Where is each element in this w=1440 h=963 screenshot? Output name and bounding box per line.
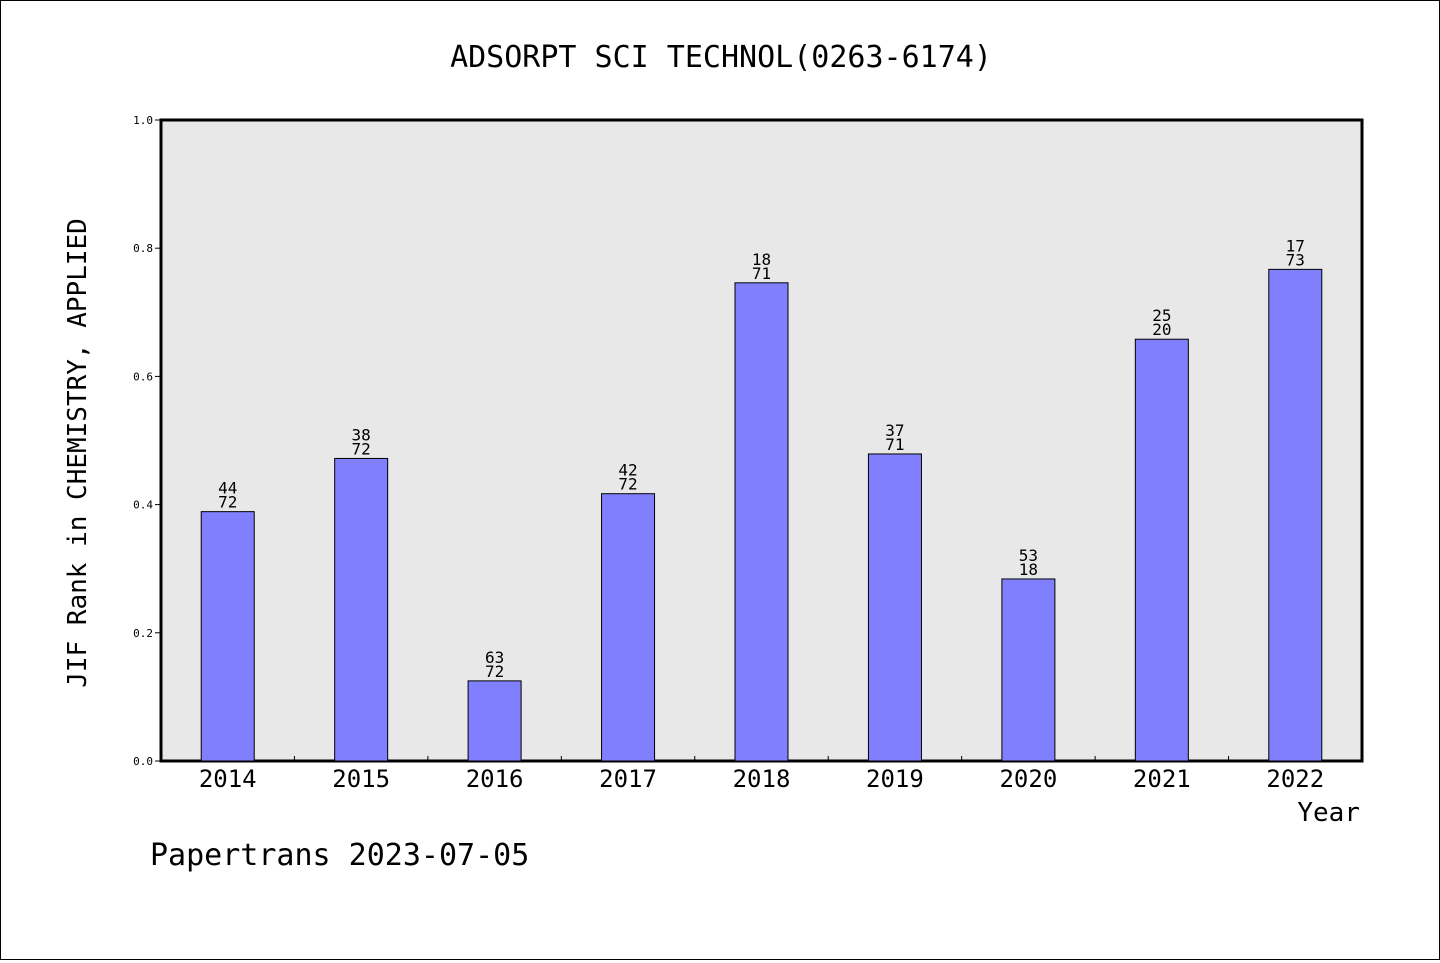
x-tick-label: 2016: [466, 765, 524, 793]
y-tick-label: 0.8: [133, 242, 153, 255]
bar-label-rank: 53: [1019, 546, 1038, 565]
bar-label-rank: 25: [1152, 306, 1171, 325]
x-tick-label: 2021: [1133, 765, 1191, 793]
bar-2016: [467, 680, 522, 762]
bar-2019: [867, 453, 922, 762]
chart-title: ADSORPT SCI TECHNOL(0263-6174): [450, 40, 992, 75]
y-tick-label: 0.4: [133, 499, 153, 512]
bar-label-rank: 18: [752, 250, 771, 269]
y-axis-label: JIF Rank in CHEMISTRY, APPLIED: [63, 218, 93, 688]
y-tick-label: 0.2: [133, 627, 153, 640]
y-tick-label: 0.6: [133, 370, 153, 383]
bar-label-total: 73: [1286, 250, 1305, 269]
bar-label-total: 72: [218, 493, 237, 512]
x-tick-label: 2022: [1266, 765, 1324, 793]
x-tick-label: 2015: [332, 765, 390, 793]
bar-label-total: 71: [885, 435, 904, 454]
bar-label-total: 18: [1019, 560, 1038, 579]
bar-2014: [200, 511, 255, 762]
x-tick-label: 2014: [199, 765, 257, 793]
bar-label-total: 72: [352, 439, 371, 458]
y-tick-label: 0.0: [133, 755, 153, 768]
x-tick-label: 2020: [999, 765, 1057, 793]
bar-label-total: 72: [485, 662, 504, 681]
bar-label-total: 72: [618, 475, 637, 494]
bar-2018: [734, 282, 789, 762]
y-tick-label: 1.0: [133, 114, 153, 127]
bar-2017: [601, 493, 656, 762]
x-tick-label: 2017: [599, 765, 657, 793]
bar-label-rank: 42: [618, 461, 637, 480]
x-axis-label: Year: [1297, 798, 1360, 828]
y-axis-ticks: 0.0 0.2 0.4 0.6 0.8 1.0: [133, 114, 161, 768]
bar-label-rank: 17: [1286, 236, 1305, 255]
bar-label-total: 20: [1152, 320, 1171, 339]
bar-2022: [1268, 268, 1323, 762]
bar-2020: [1001, 578, 1056, 762]
x-tick-label: 2019: [866, 765, 924, 793]
bar-label-rank: 63: [485, 648, 504, 667]
x-tick-label: 2018: [733, 765, 791, 793]
bar-2015: [334, 457, 389, 762]
bar-label-total: 71: [752, 264, 771, 283]
bar-label-rank: 44: [218, 479, 237, 498]
footer-source: Papertrans 2023-07-05: [150, 838, 529, 873]
bar-label-rank: 37: [885, 421, 904, 440]
bar-2021: [1134, 338, 1189, 762]
x-axis-ticks: 2014 2015 2016 2017 2018 2019 2020 2021 2022: [199, 756, 1324, 793]
bar-label-rank: 38: [352, 425, 371, 444]
